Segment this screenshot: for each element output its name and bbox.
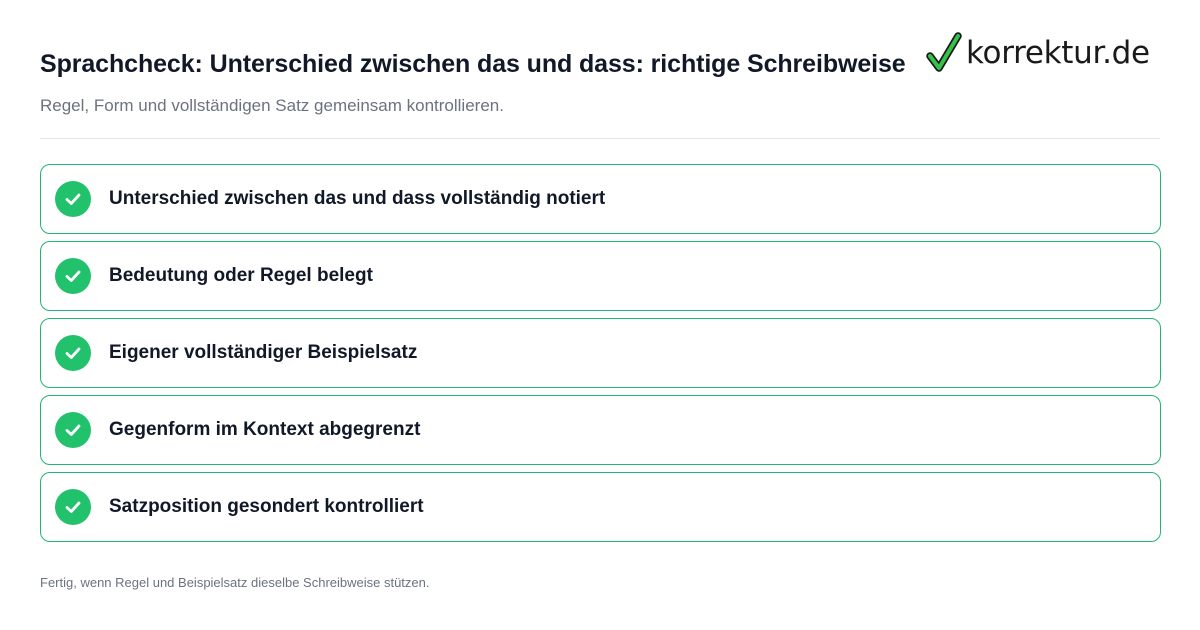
- checklist-item-label: Gegenform im Kontext abgegrenzt: [109, 419, 421, 440]
- check-circle-icon: [55, 412, 91, 448]
- check-circle-icon: [55, 258, 91, 294]
- checkmark-icon: [926, 32, 962, 74]
- footer-note: Fertig, wenn Regel und Beispielsatz dies…: [40, 575, 430, 590]
- checklist: Unterschied zwischen das und dass vollst…: [40, 164, 1161, 549]
- checklist-item: Eigener vollständiger Beispielsatz: [40, 318, 1161, 388]
- check-circle-icon: [55, 335, 91, 371]
- checklist-item-label: Eigener vollständiger Beispielsatz: [109, 342, 418, 363]
- checklist-item: Bedeutung oder Regel belegt: [40, 241, 1161, 311]
- brand-logo[interactable]: korrektur.de: [926, 32, 1150, 74]
- checklist-item: Unterschied zwischen das und dass vollst…: [40, 164, 1161, 234]
- checklist-item-label: Bedeutung oder Regel belegt: [109, 265, 373, 286]
- checklist-item: Satzposition gesondert kontrolliert: [40, 472, 1161, 542]
- page-title: Sprachcheck: Unterschied zwischen das un…: [40, 50, 906, 78]
- check-circle-icon: [55, 489, 91, 525]
- check-circle-icon: [55, 181, 91, 217]
- checklist-item-label: Satzposition gesondert kontrolliert: [109, 496, 424, 517]
- brand-name: korrektur.de: [966, 34, 1150, 71]
- header-divider: [40, 138, 1160, 139]
- checklist-item: Gegenform im Kontext abgegrenzt: [40, 395, 1161, 465]
- page-subtitle: Regel, Form und vollständigen Satz gemei…: [40, 96, 504, 115]
- checklist-item-label: Unterschied zwischen das und dass vollst…: [109, 188, 606, 209]
